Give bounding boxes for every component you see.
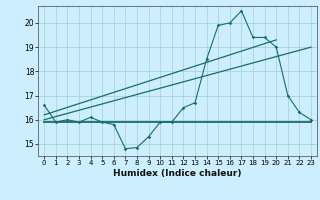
X-axis label: Humidex (Indice chaleur): Humidex (Indice chaleur) (113, 169, 242, 178)
